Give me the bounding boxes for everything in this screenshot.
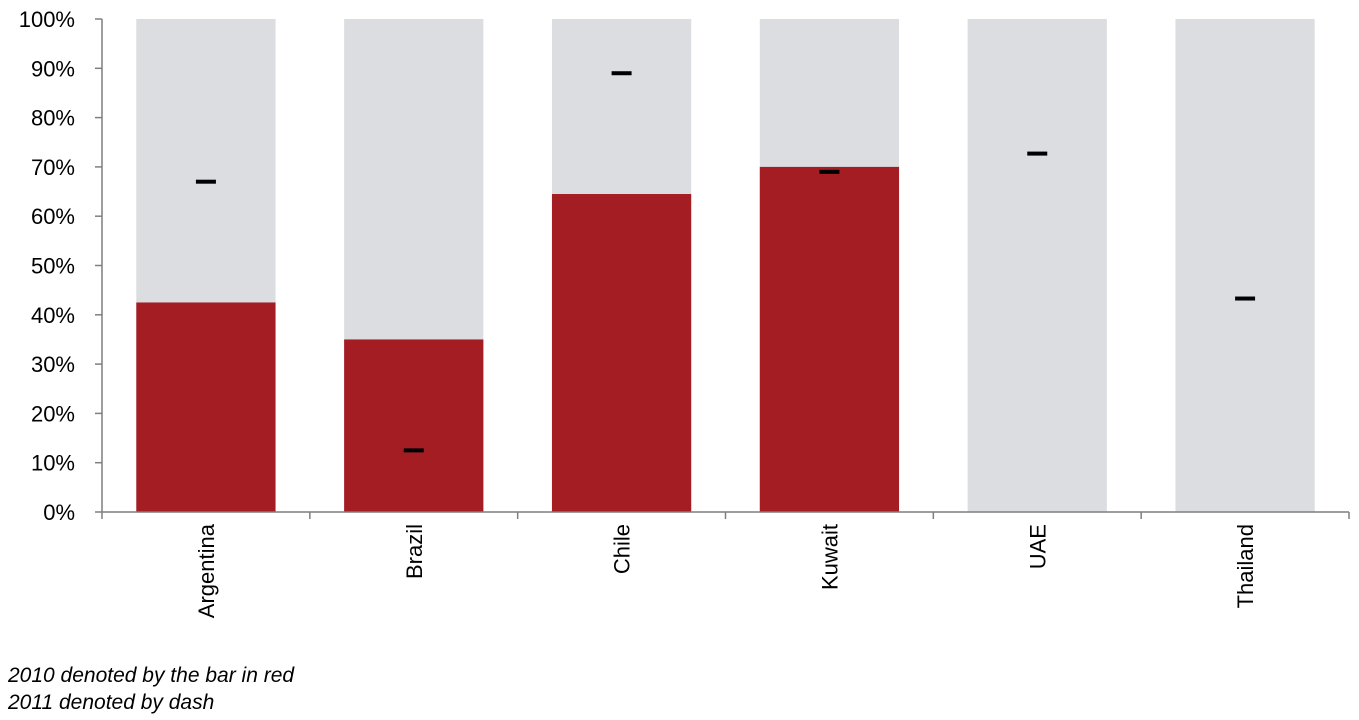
y-tick-label: 10% xyxy=(31,451,75,476)
y-tick-label: 0% xyxy=(43,500,75,525)
category-label-thailand: Thailand xyxy=(1233,524,1258,608)
bar-2010-chile xyxy=(551,194,692,512)
dash-2011-argentina xyxy=(195,179,216,184)
axes xyxy=(95,18,1350,519)
y-tick-label: 50% xyxy=(31,254,75,279)
chart-notes: 2010 denoted by the bar in red 2011 deno… xyxy=(8,662,294,716)
chart: 0% 10% 20% 30% 40% 50% 60% 70% 80% 90% 100% Argent… xyxy=(19,7,1350,618)
bar-2010-argentina xyxy=(136,302,276,512)
y-tick-label: 30% xyxy=(31,352,75,377)
y-tick-label: 100% xyxy=(19,7,75,32)
background-bar-thailand xyxy=(1175,19,1315,512)
background-bar-uae xyxy=(967,19,1107,512)
y-tick-label: 90% xyxy=(31,56,75,81)
category-label-argentina: Argentina xyxy=(194,523,219,618)
bars-2010 xyxy=(136,166,900,512)
y-tick-label: 70% xyxy=(31,155,75,180)
y-tick-label: 40% xyxy=(31,303,75,328)
dash-2011-kuwait xyxy=(819,169,840,174)
dash-2011-uae xyxy=(1027,151,1048,156)
bar-2010-kuwait xyxy=(759,166,900,512)
category-label-kuwait: Kuwait xyxy=(817,524,842,590)
y-tick-label: 20% xyxy=(31,401,75,426)
note-2010: 2010 denoted by the bar in red xyxy=(8,664,295,687)
background-bars xyxy=(136,19,1315,512)
y-tick-label: 80% xyxy=(31,106,75,131)
category-labels: Argentina Brazil Chile Kuwait UAE Thailand xyxy=(194,523,1258,618)
dash-2011-brazil xyxy=(403,448,424,453)
dashes-2011 xyxy=(195,71,1256,453)
y-tick-label: 60% xyxy=(31,204,75,229)
y-tick-labels: 0% 10% 20% 30% 40% 50% 60% 70% 80% 90% 100% xyxy=(19,7,75,525)
category-label-uae: UAE xyxy=(1025,524,1050,569)
bar-2010-brazil xyxy=(344,339,484,512)
category-label-brazil: Brazil xyxy=(402,524,427,579)
category-label-chile: Chile xyxy=(610,524,635,574)
note-2011: 2011 denoted by dash xyxy=(8,691,215,714)
dash-2011-chile xyxy=(611,71,632,76)
dash-2011-thailand xyxy=(1235,296,1256,301)
